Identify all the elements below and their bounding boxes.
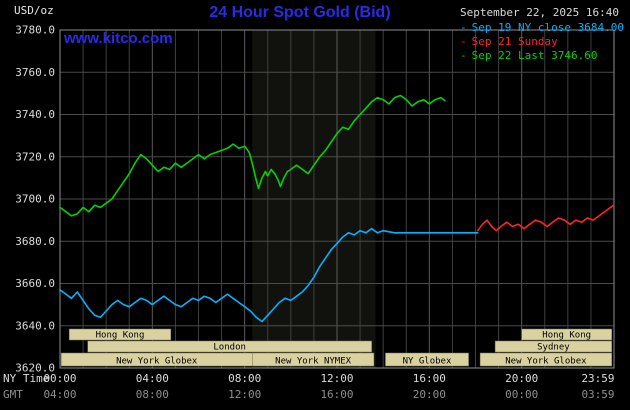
x-tick-ny-label: 12:00	[320, 372, 353, 385]
x-tick-gmt-label: 16:00	[320, 388, 353, 401]
y-tick-label: 3780.0	[15, 24, 55, 37]
legend-item-sep21: - Sep 21 Sunday	[460, 35, 624, 49]
y-tick-label: 3680.0	[15, 235, 55, 248]
gmt-axis-caption: GMT	[3, 388, 23, 401]
ny-time-axis-caption: NY Time	[3, 372, 49, 385]
x-tick-ny-label: 04:00	[136, 372, 169, 385]
chart-info-panel: September 22, 2025 16:40 - Sep 19 NY clos…	[460, 6, 624, 63]
legend-marker-sep21: -	[460, 35, 467, 48]
x-tick-ny-label: 08:00	[228, 372, 261, 385]
session-box	[252, 352, 375, 367]
legend-marker-sep22: -	[460, 49, 467, 62]
session-box	[68, 328, 172, 341]
session-box	[385, 352, 469, 367]
chart-title: 24 Hour Spot Gold (Bid)	[209, 4, 391, 21]
session-label: New York Globex	[505, 357, 587, 367]
x-tick-ny-label: 20:00	[505, 372, 538, 385]
session-label: NY Globex	[403, 357, 452, 367]
y-tick-label: 3700.0	[15, 193, 55, 206]
x-tick-gmt-label: 00:00	[505, 388, 538, 401]
legend-item-sep19: - Sep 19 NY close 3684.00	[460, 21, 624, 35]
legend-label-sep22: Sep 22 Last 3746.60	[471, 49, 598, 62]
session-label: Hong Kong	[542, 331, 591, 341]
datetime-label: September 22, 2025 16:40	[460, 6, 619, 19]
y-tick-label: 3660.0	[15, 277, 55, 290]
x-tick-ny-label: 00:00	[43, 372, 76, 385]
session-box	[87, 340, 372, 353]
x-tick-gmt-label: 08:00	[136, 388, 169, 401]
session-label: Hong Kong	[96, 331, 145, 341]
price-line-sep22	[59, 94, 446, 217]
session-label: New York NYMEX	[275, 357, 351, 367]
x-tick-gmt-label: 04:00	[43, 388, 76, 401]
session-label: Sydney	[537, 343, 570, 353]
kitco-watermark-link[interactable]: www.kitco.com	[64, 30, 173, 47]
legend-label-sep21: Sep 21 Sunday	[471, 35, 558, 48]
y-tick-label: 3640.0	[15, 319, 55, 332]
plot-frame	[59, 29, 615, 369]
legend-label-sep19: Sep 19 NY close 3684.00	[471, 21, 624, 34]
session-box	[494, 340, 612, 353]
session-box	[479, 352, 612, 367]
x-tick-gmt-label: 03:59	[581, 388, 614, 401]
legend-item-sep22: - Sep 22 Last 3746.60	[460, 49, 624, 63]
x-tick-gmt-label: 20:00	[413, 388, 446, 401]
y-axis-units-label: USD/oz	[14, 4, 54, 17]
session-label: New York Globex	[116, 357, 198, 367]
y-tick-label: 3740.0	[15, 108, 55, 121]
y-tick-label: 3620.0	[15, 362, 55, 375]
price-line-sep21	[476, 204, 615, 232]
legend-marker-sep19: -	[460, 21, 467, 34]
x-tick-gmt-label: 12:00	[228, 388, 261, 401]
x-tick-ny-label: 16:00	[413, 372, 446, 385]
y-tick-label: 3720.0	[15, 150, 55, 163]
session-box	[521, 328, 612, 341]
session-label: London	[213, 343, 246, 353]
x-tick-ny-label: 23:59	[581, 372, 614, 385]
y-tick-label: 3760.0	[15, 66, 55, 79]
price-line-sep19	[59, 227, 479, 323]
legend: - Sep 19 NY close 3684.00 - Sep 21 Sunday …	[460, 21, 624, 63]
